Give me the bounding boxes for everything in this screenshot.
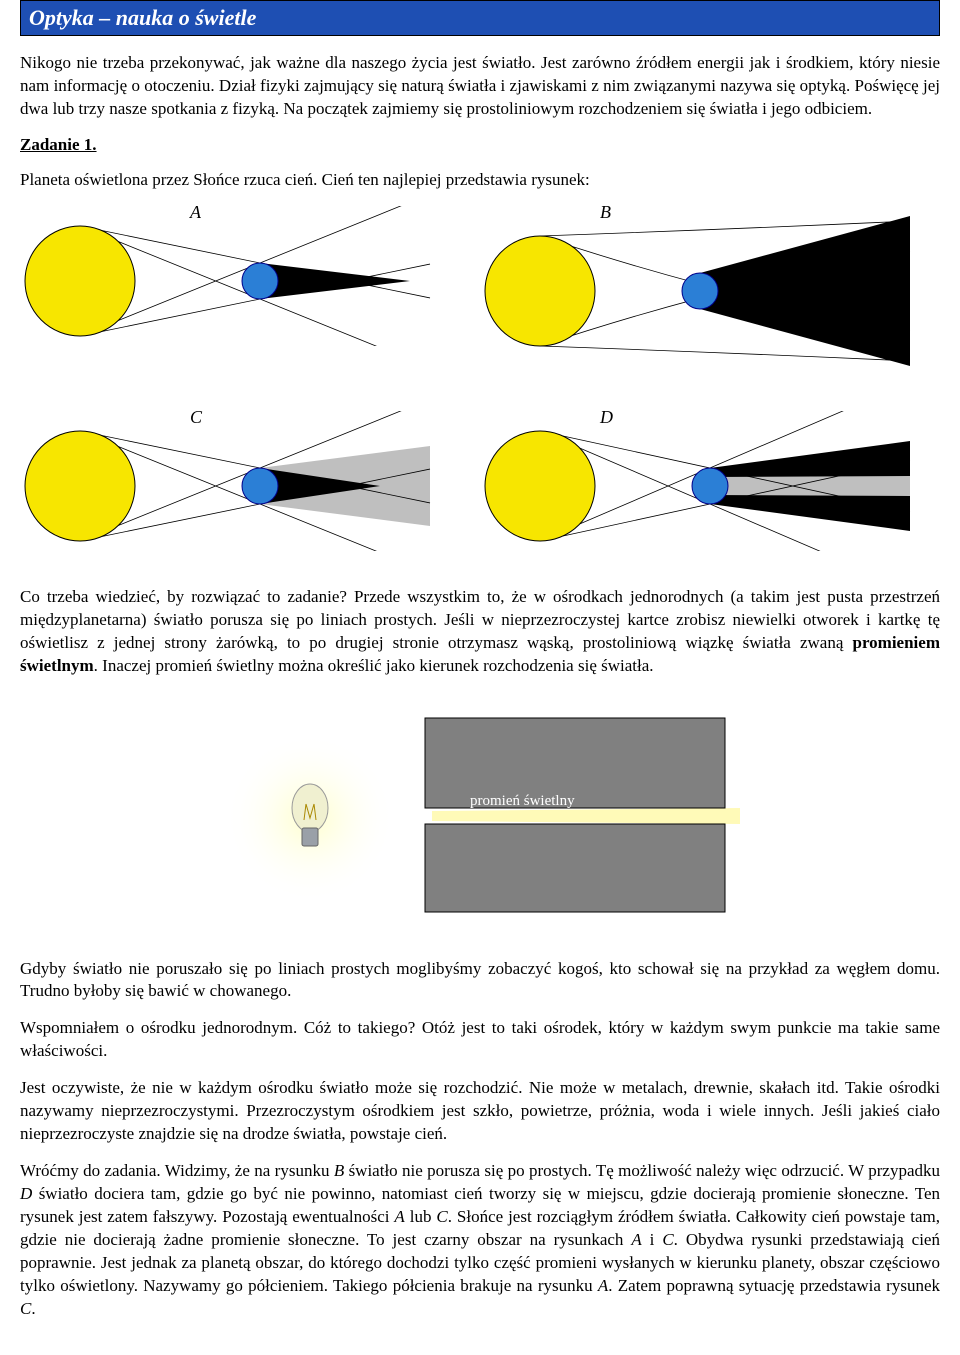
i: A (631, 1230, 641, 1249)
t: i (642, 1230, 663, 1249)
intro-paragraph: Nikogo nie trzeba przekonywać, jak ważne… (20, 52, 940, 121)
diagram-c: C (20, 411, 440, 556)
explain1-text2: . Inaczej promień świetlny można określi… (94, 656, 654, 675)
i: C (20, 1299, 31, 1318)
diagram-d: D (480, 411, 920, 556)
page-header: Optyka – nauka o świetle (20, 0, 940, 36)
t: Wróćmy do zadania. Widzimy, że na rysunk… (20, 1161, 334, 1180)
task1-prompt: Planeta oświetlona przez Słońce rzuca ci… (20, 169, 940, 192)
i: C (436, 1207, 447, 1226)
explain2-p4: Wróćmy do zadania. Widzimy, że na rysunk… (20, 1160, 940, 1321)
diagram-row-cd: C D (20, 411, 940, 556)
i: D (20, 1184, 32, 1203)
t: . Zatem poprawną sytuację przedstawia ry… (608, 1276, 940, 1295)
diagram-c-label: C (190, 407, 202, 428)
explain2-p3: Jest oczywiste, że nie w każdym ośrodku … (20, 1077, 940, 1146)
bulb-svg: promień świetlny (220, 708, 740, 918)
page-title: Optyka – nauka o świetle (29, 5, 931, 31)
svg-text:promień świetlny: promień świetlny (470, 793, 575, 809)
t: lub (405, 1207, 437, 1226)
diagram-row-ab: A B (20, 206, 940, 381)
t: . (31, 1299, 35, 1318)
i: A (394, 1207, 404, 1226)
explain2-p2: Wspomniałem o ośrodku jednorodnym. Cóż t… (20, 1017, 940, 1063)
i: C (662, 1230, 673, 1249)
t: światło nie porusza się po prostych. Tę … (344, 1161, 940, 1180)
diagram-c-svg (20, 411, 440, 551)
diagram-b-label: B (600, 202, 611, 223)
bulb-section: promień świetlny (20, 708, 940, 918)
task1-heading: Zadanie 1. (20, 135, 940, 155)
explain2-p1: Gdyby światło nie poruszało się po linia… (20, 958, 940, 1004)
diagram-b: B (480, 206, 920, 381)
diagram-a-svg (20, 206, 440, 346)
diagram-b-svg (480, 206, 920, 376)
i: A (598, 1276, 608, 1295)
i: B (334, 1161, 344, 1180)
diagram-d-svg (480, 411, 920, 551)
explain1-text: Co trzeba wiedzieć, by rozwiązać to zada… (20, 587, 940, 652)
explain1-paragraph: Co trzeba wiedzieć, by rozwiązać to zada… (20, 586, 940, 678)
diagram-d-label: D (600, 407, 613, 428)
diagram-a: A (20, 206, 440, 381)
diagram-a-label: A (190, 202, 201, 223)
